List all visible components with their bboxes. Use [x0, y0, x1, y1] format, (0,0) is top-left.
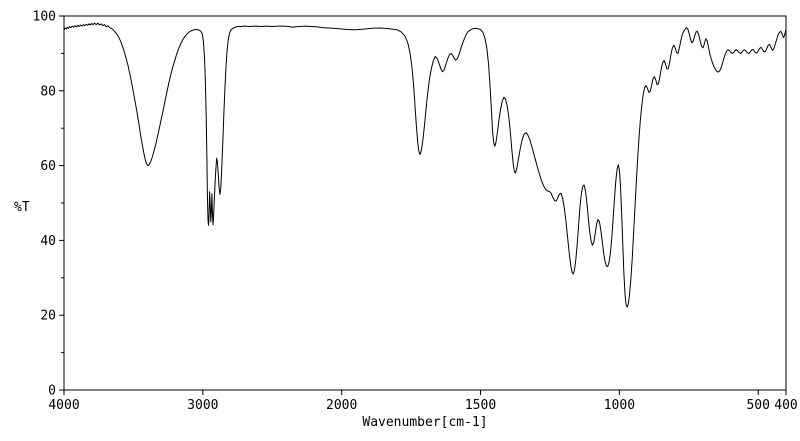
y-tick-label: 60 [40, 159, 56, 174]
x-tick-label: 500 [746, 398, 769, 413]
x-tick-label: 1000 [604, 398, 635, 413]
y-tick-label: 0 [48, 384, 56, 399]
y-axis-ticks: 0 20 40 60 80 100 [33, 10, 64, 399]
spectrum-line [63, 22, 787, 308]
x-tick-label: 4000 [48, 398, 79, 413]
x-tick-label: 3000 [187, 398, 218, 413]
y-tick-label: 20 [40, 309, 56, 324]
x-tick-label: 400 [774, 398, 797, 413]
x-axis-label: Wavenumber[cm-1] [362, 415, 487, 430]
x-tick-label: 2000 [326, 398, 357, 413]
y-tick-label: 100 [33, 10, 56, 25]
x-tick-label: 1500 [465, 398, 496, 413]
y-tick-label: 80 [40, 84, 56, 99]
y-axis-label: %T [14, 200, 30, 215]
y-tick-label: 40 [40, 234, 56, 249]
x-axis-ticks: 4000 3000 2000 1500 1000 500 400 [48, 390, 798, 413]
